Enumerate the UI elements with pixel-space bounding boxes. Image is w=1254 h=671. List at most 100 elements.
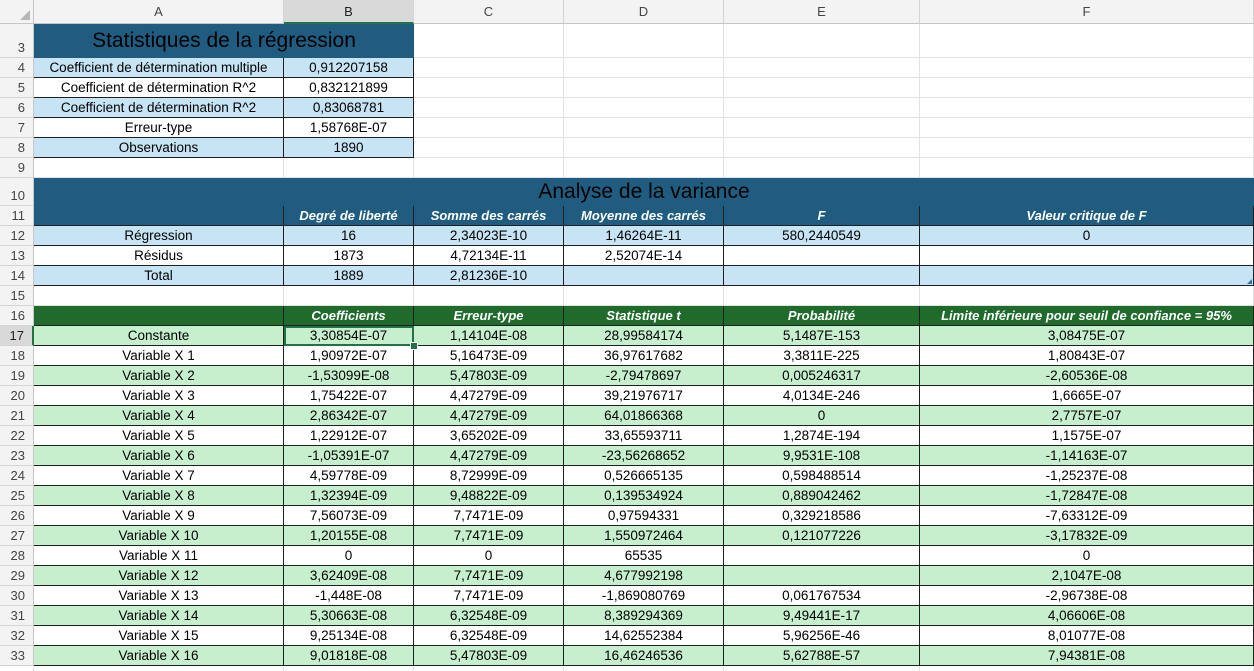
row-header-3[interactable]: 3 [0, 24, 34, 58]
coefficients-cell[interactable]: 4,06606E-08 [920, 606, 1254, 626]
coefficients-cell[interactable]: 0 [724, 406, 920, 426]
coefficients-cell[interactable]: 1,2874E-194 [724, 426, 920, 446]
coefficients-cell[interactable]: 7,7471E-09 [414, 586, 564, 606]
coefficients-cell[interactable]: 7,7471E-09 [414, 506, 564, 526]
coefficients-cell[interactable]: 3,62409E-08 [284, 566, 414, 586]
coefficients-cell[interactable]: Variable X 11 [34, 546, 284, 566]
row-header-21[interactable]: 21 [0, 406, 34, 426]
coefficients-cell[interactable]: 65535 [564, 546, 724, 566]
row-header-16[interactable]: 16 [0, 306, 34, 326]
coefficients-cell[interactable]: 9,48822E-09 [414, 486, 564, 506]
coefficients-cell[interactable]: Constante [34, 326, 284, 346]
anova-cell[interactable]: 2,81236E-10 [414, 266, 564, 286]
coefficients-cell[interactable]: 36,97617682 [564, 346, 724, 366]
anova-title[interactable]: Analyse de la variance [34, 178, 1254, 206]
coefficients-cell[interactable]: 9,25134E-08 [284, 626, 414, 646]
coefficients-cell[interactable]: 4,59778E-09 [284, 466, 414, 486]
coefficients-cell[interactable]: Variable X 7 [34, 466, 284, 486]
coefficients-header[interactable]: Coefficients [284, 306, 414, 326]
row-header-10[interactable]: 10 [0, 178, 34, 206]
coefficients-cell[interactable]: 1,6665E-07 [920, 386, 1254, 406]
coefficients-cell[interactable]: 5,47803E-09 [414, 646, 564, 666]
coefficients-cell[interactable]: 1,20155E-08 [284, 526, 414, 546]
row-header-8[interactable]: 8 [0, 138, 34, 158]
coefficients-cell[interactable]: -2,60536E-08 [920, 366, 1254, 386]
row-header-17[interactable]: 17 [0, 326, 34, 346]
regression-stat-value[interactable]: 1,58768E-07 [284, 118, 414, 138]
anova-cell[interactable]: 2,52074E-14 [564, 246, 724, 266]
row-header-30[interactable]: 30 [0, 586, 34, 606]
coefficients-cell[interactable]: 0,329218586 [724, 506, 920, 526]
coefficients-cell[interactable]: 5,47803E-09 [414, 366, 564, 386]
coefficients-cell[interactable] [724, 546, 920, 566]
coefficients-header[interactable] [34, 306, 284, 326]
coefficients-cell[interactable] [724, 566, 920, 586]
row-header-6[interactable]: 6 [0, 98, 34, 118]
row-header-7[interactable]: 7 [0, 118, 34, 138]
regression-stats-title[interactable]: Statistiques de la régression [34, 24, 414, 58]
coefficients-cell[interactable]: 8,01077E-08 [920, 626, 1254, 646]
coefficients-cell[interactable]: 7,94381E-08 [920, 646, 1254, 666]
coefficients-cell[interactable]: 39,21976717 [564, 386, 724, 406]
row-header-4[interactable]: 4 [0, 58, 34, 78]
fill-handle[interactable] [410, 342, 418, 350]
anova-cell[interactable]: 0 [920, 226, 1254, 246]
coefficients-cell[interactable]: 0,889042462 [724, 486, 920, 506]
coefficients-cell[interactable]: 0 [284, 546, 414, 566]
row-header-19[interactable]: 19 [0, 366, 34, 386]
row-header-13[interactable]: 13 [0, 246, 34, 266]
coefficients-cell[interactable]: 1,550972464 [564, 526, 724, 546]
anova-cell[interactable]: Résidus [34, 246, 284, 266]
coefficients-cell[interactable]: -1,72847E-08 [920, 486, 1254, 506]
coefficients-cell[interactable]: 4,47279E-09 [414, 386, 564, 406]
coefficients-cell[interactable]: 0,526665135 [564, 466, 724, 486]
coefficients-cell[interactable]: 7,7471E-09 [414, 526, 564, 546]
row-header-14[interactable]: 14 [0, 266, 34, 286]
coefficients-cell[interactable]: 3,65202E-09 [414, 426, 564, 446]
coefficients-cell[interactable]: 64,01866368 [564, 406, 724, 426]
anova-cell[interactable]: 1889 [284, 266, 414, 286]
coefficients-cell[interactable]: 5,62788E-57 [724, 646, 920, 666]
coefficients-cell[interactable]: 1,90972E-07 [284, 346, 414, 366]
coefficients-cell[interactable]: 0,139534924 [564, 486, 724, 506]
coefficients-cell[interactable]: Variable X 1 [34, 346, 284, 366]
row-header-23[interactable]: 23 [0, 446, 34, 466]
coefficients-cell[interactable]: 3,3811E-225 [724, 346, 920, 366]
coefficients-cell[interactable]: -1,53099E-08 [284, 366, 414, 386]
anova-cell[interactable]: Total [34, 266, 284, 286]
row-header-31[interactable]: 31 [0, 606, 34, 626]
coefficients-cell[interactable]: 0,121077226 [724, 526, 920, 546]
anova-header[interactable]: Degré de liberté [284, 206, 414, 226]
coefficients-cell[interactable]: Variable X 2 [34, 366, 284, 386]
coefficients-cell[interactable]: 2,1047E-08 [920, 566, 1254, 586]
coefficients-cell[interactable]: 5,96256E-46 [724, 626, 920, 646]
anova-header[interactable] [34, 206, 284, 226]
coefficients-cell[interactable]: 7,7471E-09 [414, 566, 564, 586]
coefficients-cell[interactable]: -1,869080769 [564, 586, 724, 606]
coefficients-cell[interactable]: -1,05391E-07 [284, 446, 414, 466]
select-all-button[interactable] [0, 0, 34, 24]
anova-cell[interactable]: 2,34023E-10 [414, 226, 564, 246]
row-header-12[interactable]: 12 [0, 226, 34, 246]
coefficients-cell[interactable]: Variable X 14 [34, 606, 284, 626]
anova-cell[interactable]: 1873 [284, 246, 414, 266]
anova-cell[interactable] [724, 266, 920, 286]
coefficients-cell[interactable]: 16,46246536 [564, 646, 724, 666]
anova-cell[interactable] [920, 266, 1254, 286]
regression-stat-value[interactable]: 0,83068781 [284, 98, 414, 118]
regression-stat-value[interactable]: 0,912207158 [284, 58, 414, 78]
coefficients-cell[interactable]: 1,32394E-09 [284, 486, 414, 506]
coefficients-cell[interactable]: -3,17832E-09 [920, 526, 1254, 546]
coefficients-cell[interactable]: 0 [414, 546, 564, 566]
coefficients-cell[interactable]: Variable X 5 [34, 426, 284, 446]
coefficients-cell[interactable]: 0,061767534 [724, 586, 920, 606]
coefficients-cell[interactable]: 2,86342E-07 [284, 406, 414, 426]
coefficients-cell[interactable]: -2,96738E-08 [920, 586, 1254, 606]
anova-cell[interactable]: 4,72134E-11 [414, 246, 564, 266]
row-header-33[interactable]: 33 [0, 646, 34, 666]
regression-stat-label[interactable]: Erreur-type [34, 118, 284, 138]
row-header-24[interactable]: 24 [0, 466, 34, 486]
coefficients-cell[interactable]: -1,25237E-08 [920, 466, 1254, 486]
regression-stat-label[interactable]: Coefficient de détermination multiple [34, 58, 284, 78]
column-header-a[interactable]: A [34, 0, 284, 24]
